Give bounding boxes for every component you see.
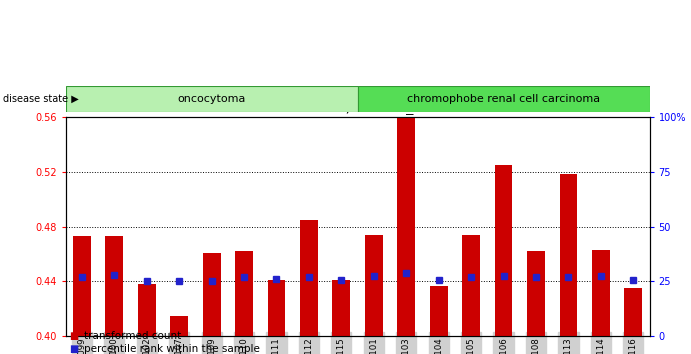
Text: oncocytoma: oncocytoma <box>178 94 246 104</box>
Text: ■: ■ <box>69 344 78 354</box>
Bar <box>495 165 513 336</box>
Bar <box>397 117 415 336</box>
Title: GDS3274 / 243969_at: GDS3274 / 243969_at <box>286 101 429 114</box>
Bar <box>358 86 650 112</box>
Bar <box>462 235 480 336</box>
Bar <box>625 288 642 336</box>
Bar <box>235 251 253 336</box>
Bar <box>138 284 155 336</box>
Bar <box>170 316 188 336</box>
Bar <box>202 253 220 336</box>
Bar <box>592 250 609 336</box>
Text: disease state ▶: disease state ▶ <box>3 94 79 104</box>
Bar <box>73 236 91 336</box>
Bar <box>527 251 545 336</box>
Bar <box>430 286 448 336</box>
Bar <box>560 175 578 336</box>
Bar <box>300 220 318 336</box>
Bar <box>267 280 285 336</box>
Bar <box>365 235 383 336</box>
Text: chromophobe renal cell carcinoma: chromophobe renal cell carcinoma <box>407 94 600 104</box>
Bar <box>106 236 123 336</box>
Text: transformed count: transformed count <box>84 331 182 341</box>
Bar <box>332 280 350 336</box>
Bar <box>66 86 358 112</box>
Text: ■: ■ <box>69 331 78 341</box>
Text: percentile rank within the sample: percentile rank within the sample <box>84 344 261 354</box>
